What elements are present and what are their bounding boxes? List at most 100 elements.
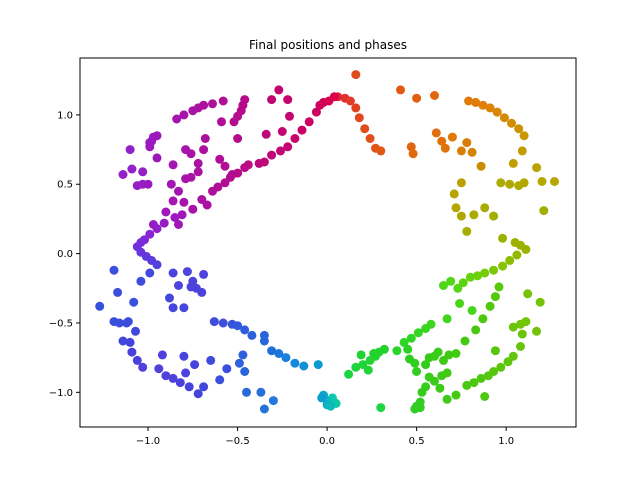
data-point (326, 401, 336, 411)
data-point (507, 118, 516, 128)
data-point (267, 150, 277, 160)
data-point (379, 344, 389, 354)
y-tick-label: 0.5 (57, 180, 73, 191)
data-point (145, 138, 155, 148)
x-tick-label: −1.0 (136, 436, 160, 447)
data-point (369, 349, 379, 358)
data-point (168, 268, 178, 278)
data-point (179, 351, 189, 361)
data-point (480, 268, 490, 278)
data-point (175, 378, 185, 388)
data-point (532, 326, 542, 336)
data-point (161, 371, 171, 381)
data-point (168, 373, 178, 383)
data-point (125, 145, 135, 155)
data-point (276, 146, 285, 156)
data-point (285, 111, 294, 121)
data-point (261, 129, 271, 139)
data-point (174, 186, 183, 196)
data-point (462, 380, 472, 390)
data-point (329, 92, 339, 102)
data-point (159, 218, 169, 228)
chart-title: Final positions and phases (249, 38, 407, 52)
data-point (421, 324, 431, 333)
data-point (447, 132, 457, 142)
data-point (453, 283, 463, 293)
data-point (184, 382, 194, 392)
data-point (437, 371, 447, 381)
data-point (451, 390, 461, 400)
data-point (516, 342, 525, 351)
data-point (193, 167, 203, 177)
data-point (433, 347, 443, 357)
data-point (118, 336, 128, 346)
data-point (455, 299, 465, 308)
x-tick-label: −0.5 (225, 436, 249, 447)
data-point (267, 346, 277, 356)
data-point (125, 337, 135, 347)
data-point (451, 349, 461, 358)
data-point (365, 134, 375, 143)
data-point (199, 382, 209, 392)
data-point (313, 360, 323, 370)
data-point (227, 170, 237, 179)
data-point (242, 387, 251, 397)
data-point (181, 145, 191, 155)
data-point (476, 161, 486, 171)
data-point (499, 113, 509, 123)
data-point (412, 367, 422, 376)
data-point (517, 146, 527, 156)
data-point (218, 318, 228, 328)
data-point (179, 110, 189, 120)
data-point (456, 211, 466, 221)
data-point (449, 189, 459, 199)
data-point (514, 181, 524, 191)
data-point (193, 389, 203, 399)
data-point (127, 164, 137, 174)
data-point (208, 99, 217, 109)
plot-frame (79, 57, 577, 428)
data-point (247, 330, 257, 340)
data-point (157, 350, 167, 360)
data-point (168, 196, 178, 206)
data-point (360, 124, 370, 134)
data-point (494, 282, 504, 292)
data-point (131, 326, 140, 336)
x-tick-label: 0.5 (409, 436, 425, 447)
data-point (521, 317, 531, 327)
data-point (430, 91, 439, 100)
data-point (220, 161, 230, 171)
data-point (152, 153, 162, 163)
data-point (218, 96, 228, 106)
data-point (240, 95, 250, 105)
data-point (136, 276, 146, 286)
data-point (220, 178, 230, 188)
data-point (458, 278, 468, 288)
data-point (199, 269, 209, 279)
data-point (297, 125, 307, 135)
y-tick-label: 0.0 (57, 249, 73, 260)
data-point (345, 96, 355, 106)
data-point (168, 160, 178, 170)
data-point (460, 336, 470, 346)
data-point (274, 85, 284, 95)
data-point (462, 138, 472, 148)
y-axis: −1.0 −0.5 0.0 0.5 1.0 (49, 110, 80, 399)
data-point (213, 182, 223, 192)
data-point (480, 392, 490, 401)
data-point (186, 172, 196, 182)
data-point (161, 207, 171, 217)
data-point (489, 265, 499, 275)
data-point (174, 281, 183, 290)
data-point (299, 361, 309, 371)
data-point (188, 204, 198, 214)
data-point (177, 210, 187, 220)
data-point (408, 149, 418, 159)
data-point (283, 142, 293, 152)
data-point (240, 325, 250, 335)
data-point (283, 95, 293, 105)
data-point (517, 329, 527, 339)
data-point (446, 276, 456, 286)
data-point (152, 131, 162, 141)
